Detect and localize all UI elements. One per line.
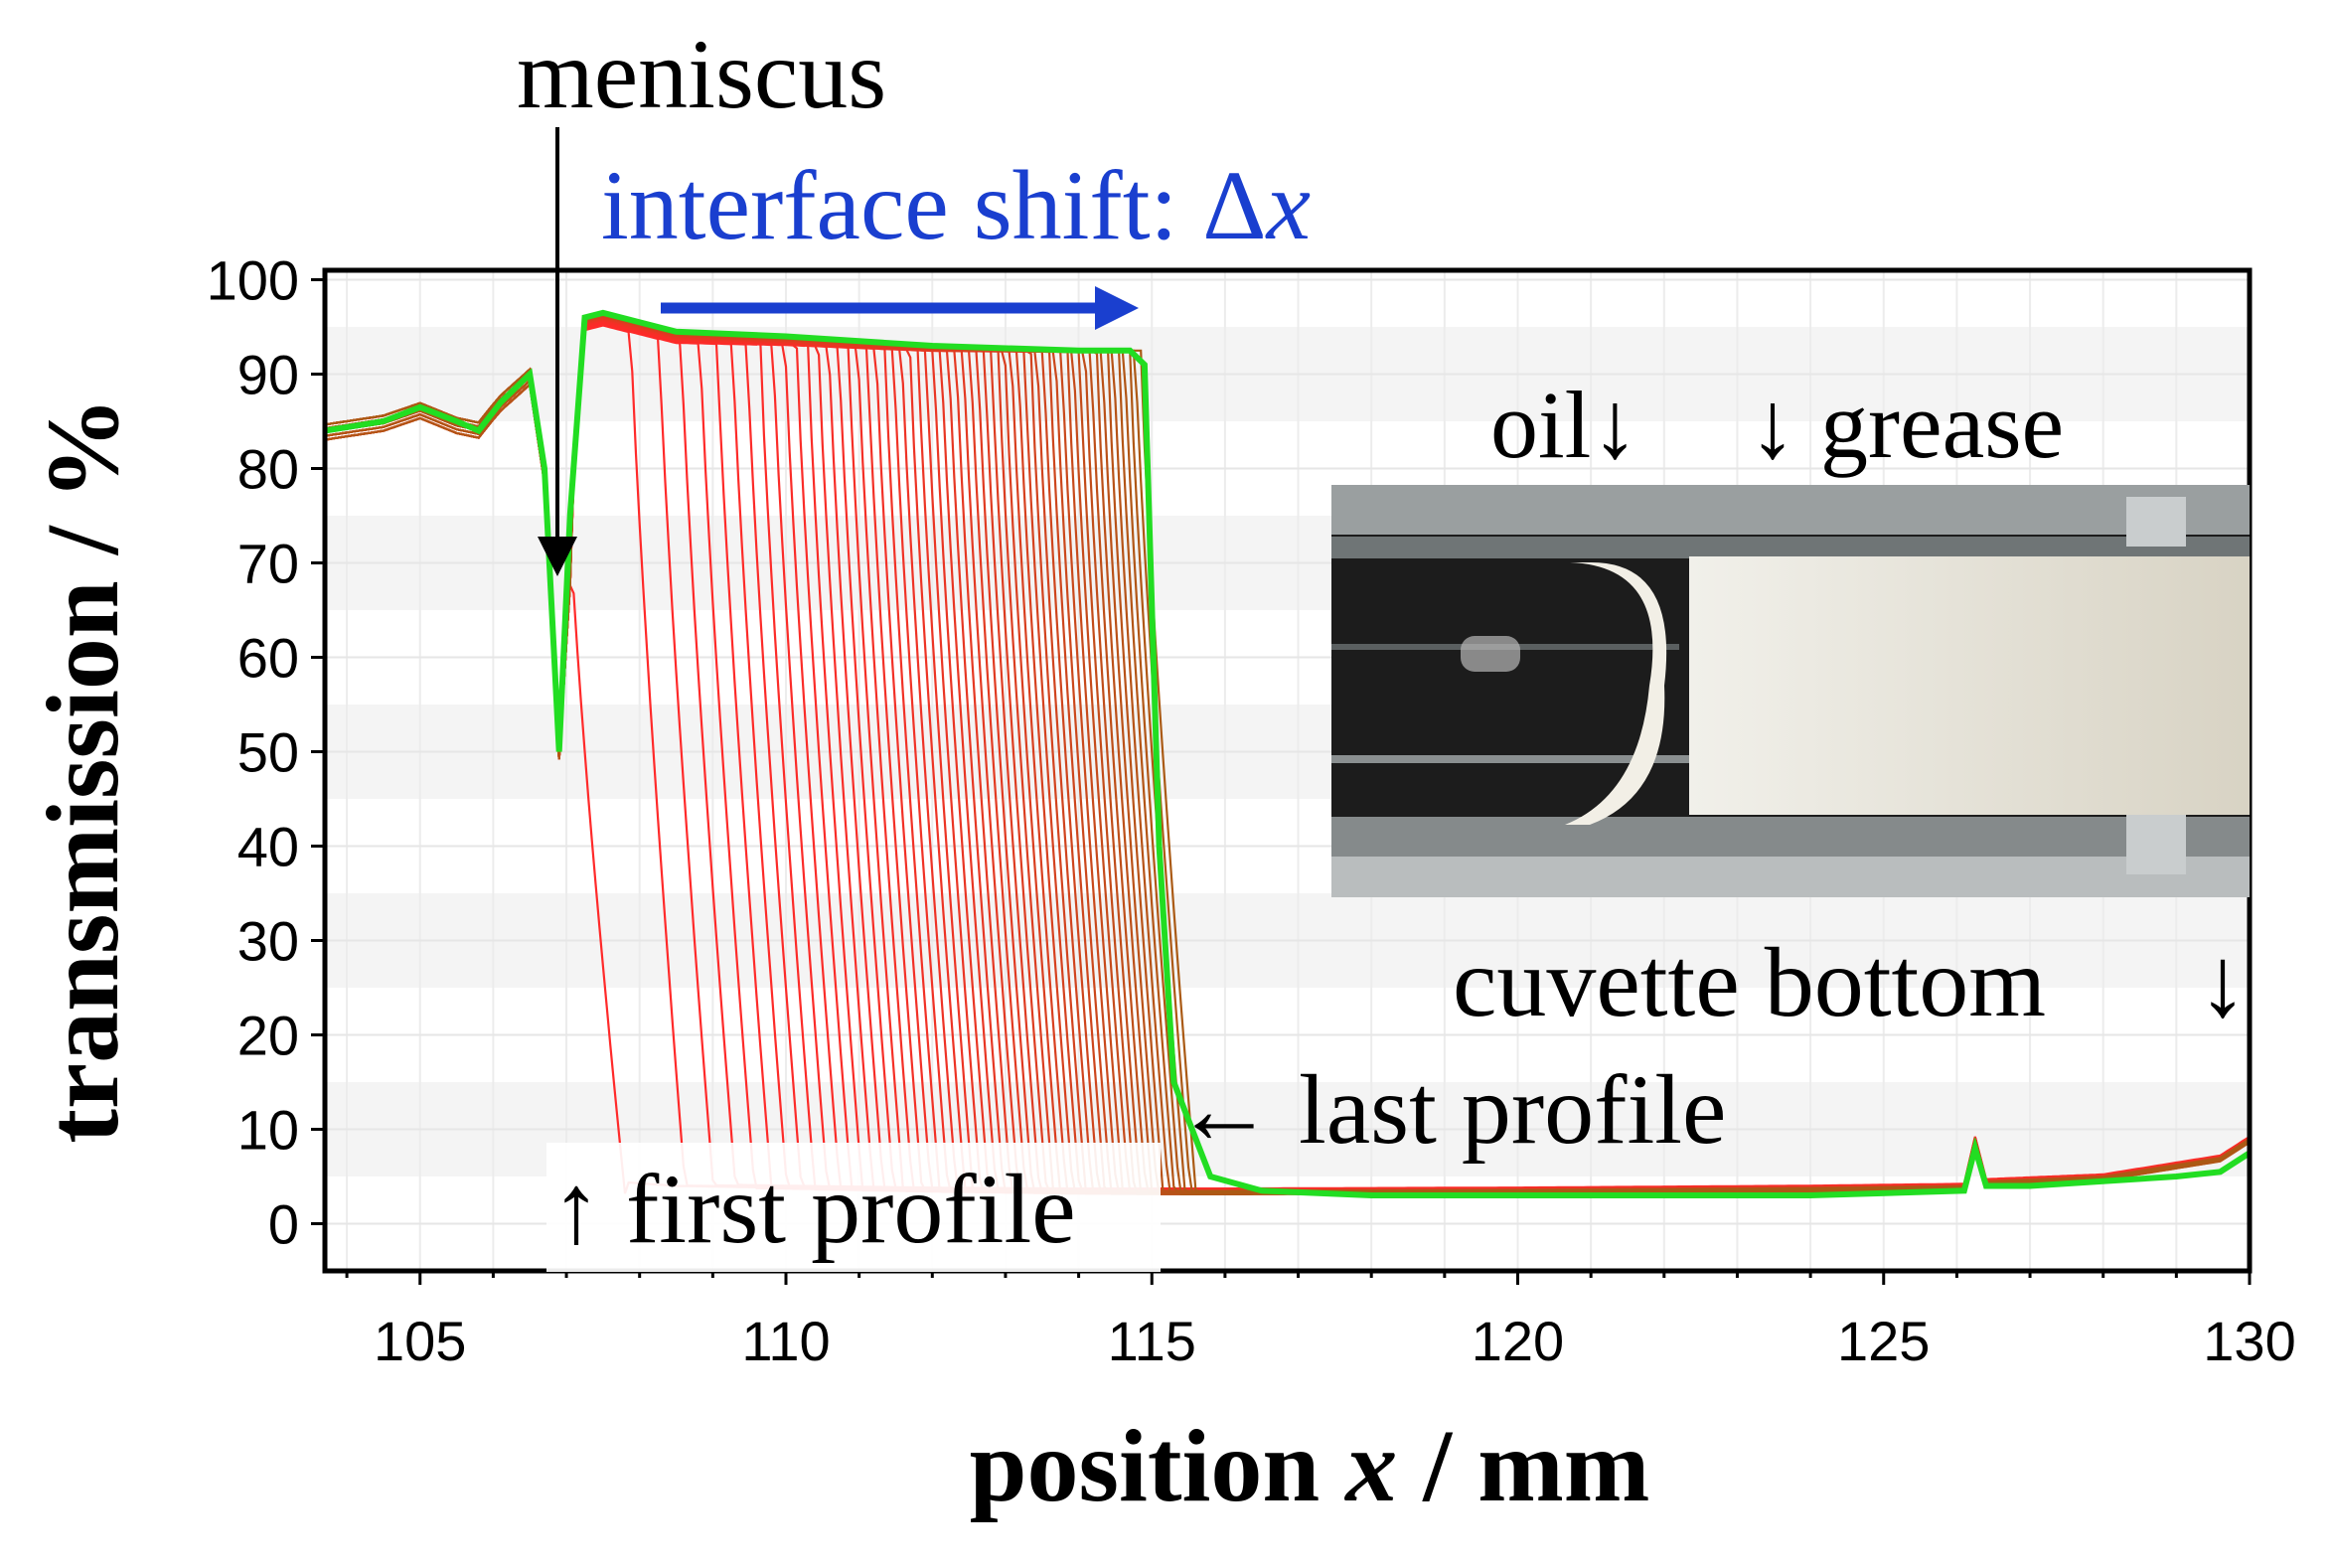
y-tick-label: 50 <box>237 721 299 784</box>
last-profile-label: ← last profile <box>1174 1054 1726 1165</box>
x-axis-ticks: 105 110 115 120 125 130 <box>345 1271 2296 1372</box>
y-tick-label: 10 <box>237 1099 299 1162</box>
y-tick-label: 100 <box>207 249 299 312</box>
y-tick-label: 20 <box>237 1005 299 1067</box>
interface-shift-label: interface shift: Δx <box>601 150 1311 260</box>
last-profile-curve <box>324 309 2252 1198</box>
y-tick-label: 70 <box>237 533 299 595</box>
first-profile-label-bg <box>546 1143 1161 1272</box>
oil-label: oil↓ <box>1490 372 1638 478</box>
y-tick-label: 60 <box>237 627 299 690</box>
y-tick-label: 80 <box>237 438 299 501</box>
meniscus-label: meniscus <box>517 19 886 129</box>
x-tick-label: 130 <box>2203 1310 2295 1372</box>
x-tick-label: 105 <box>374 1310 466 1372</box>
cuvette-bottom-arrow: ↓ <box>2198 927 2248 1037</box>
y-tick-label: 90 <box>237 344 299 406</box>
y-tick-label: 40 <box>237 816 299 878</box>
x-axis-title: position x / mm <box>970 1409 1650 1523</box>
y-tick-label: 0 <box>268 1193 299 1256</box>
x-tick-label: 120 <box>1472 1310 1564 1372</box>
x-tick-label: 125 <box>1837 1310 1930 1372</box>
y-axis-title: transmission / % <box>26 396 140 1143</box>
x-tick-label: 110 <box>741 1310 830 1372</box>
y-axis-ticks: 0 10 20 30 40 50 60 70 80 90 100 <box>207 249 325 1256</box>
first-profile-label: ↑ first profile <box>551 1154 1076 1264</box>
grease-label: ↓ grease <box>1749 372 2064 478</box>
cuvette-photo <box>1331 485 2250 897</box>
cuvette-bottom-label: cuvette bottom <box>1453 927 2046 1037</box>
profile-curves <box>324 309 2252 1198</box>
x-tick-label: 115 <box>1108 1310 1196 1372</box>
y-tick-label: 30 <box>237 910 299 973</box>
